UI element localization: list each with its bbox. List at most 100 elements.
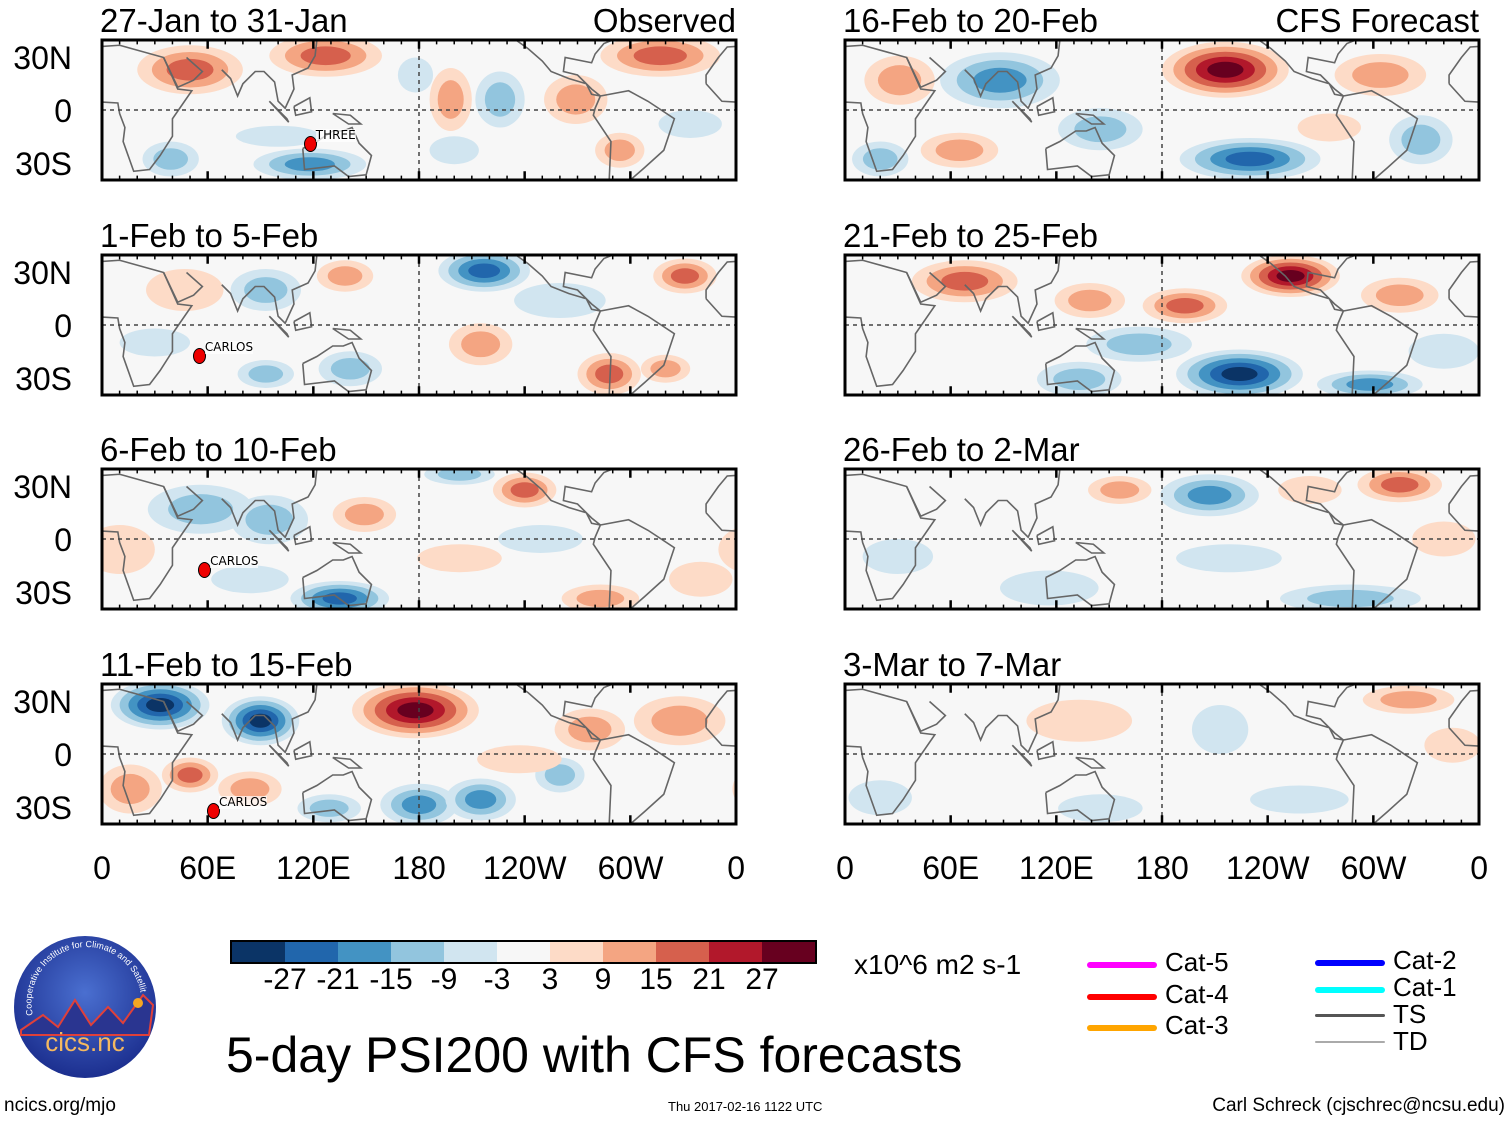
coastline bbox=[516, 255, 613, 311]
map-panel bbox=[845, 255, 1479, 395]
y-tick-label: 30S bbox=[15, 146, 72, 182]
colorbar-swatch bbox=[391, 942, 444, 962]
anomaly-contour bbox=[1375, 284, 1424, 307]
anomaly-contour bbox=[568, 716, 612, 743]
coastline bbox=[815, 689, 935, 815]
anomaly-contour bbox=[397, 57, 434, 93]
anomaly-contour bbox=[1483, 780, 1510, 815]
panel-title: 3-Mar to 7-Mar bbox=[843, 646, 1062, 683]
anomaly-contour bbox=[544, 764, 576, 786]
anomaly-contour bbox=[437, 80, 464, 119]
anomaly-contour bbox=[1352, 62, 1409, 88]
x-tick-label: 180 bbox=[392, 850, 446, 886]
storm-label: THREE bbox=[315, 128, 356, 143]
coastline bbox=[72, 45, 192, 171]
footer-left[interactable]: ncics.org/mjo bbox=[4, 1095, 116, 1116]
anomaly-contour bbox=[461, 331, 501, 358]
y-tick-label: 0 bbox=[54, 308, 72, 344]
colorbar-swatch bbox=[550, 942, 603, 962]
anomaly-contour bbox=[745, 774, 784, 804]
panel-tag: CFS Forecast bbox=[1275, 2, 1479, 39]
anomaly-contour bbox=[1100, 481, 1140, 499]
y-tick-label: 30S bbox=[15, 361, 72, 397]
storm-marker-icon bbox=[206, 803, 220, 819]
anomaly-contour bbox=[510, 482, 539, 498]
map-frame bbox=[845, 469, 1479, 609]
anomaly-contour bbox=[1106, 333, 1172, 356]
legend-line-cat-2 bbox=[1315, 960, 1385, 966]
coastline bbox=[1037, 742, 1055, 760]
coastline bbox=[815, 260, 935, 386]
y-tick-label: 0 bbox=[54, 522, 72, 558]
anomaly-contour bbox=[670, 268, 700, 284]
anomaly-contour bbox=[0, 585, 5, 613]
colorbar-swatch bbox=[232, 942, 285, 962]
anomaly-contour bbox=[735, 472, 796, 497]
anomaly-contour bbox=[1053, 368, 1106, 391]
panel-title: 11-Feb to 15-Feb bbox=[100, 646, 353, 683]
storm-label: CARLOS bbox=[204, 339, 254, 354]
legend-label: Cat-5 bbox=[1165, 947, 1229, 977]
anomaly-contour bbox=[755, 115, 818, 164]
anomaly-contour bbox=[862, 148, 898, 170]
coastline bbox=[1046, 343, 1115, 392]
x-tick-label: 180 bbox=[1135, 850, 1189, 886]
coastline bbox=[164, 702, 203, 732]
anomaly-contour bbox=[477, 745, 562, 774]
y-tick-label: 0 bbox=[54, 93, 72, 129]
coastline bbox=[1037, 98, 1055, 116]
anomaly-contour bbox=[777, 142, 833, 177]
footer-timestamp: Thu 2017-02-16 1122 UTC bbox=[668, 1099, 823, 1114]
y-tick-label: 30N bbox=[13, 684, 72, 720]
y-tick-label: 0 bbox=[54, 737, 72, 773]
coastline bbox=[333, 329, 361, 340]
anomaly-contour bbox=[651, 705, 708, 736]
colorbar-tick-label: 15 bbox=[639, 963, 673, 996]
anomaly-contour bbox=[514, 283, 606, 318]
anomaly-contour bbox=[746, 691, 802, 708]
anomaly-contour bbox=[110, 773, 150, 805]
coastline bbox=[164, 58, 203, 88]
x-tick-label: 60W bbox=[597, 850, 664, 886]
coastline bbox=[1449, 45, 1510, 171]
coastline bbox=[965, 255, 1060, 323]
anomaly-contour bbox=[845, 739, 847, 752]
anomaly-contour bbox=[669, 561, 733, 597]
map-svg bbox=[845, 469, 1479, 609]
anomaly-contour bbox=[1412, 521, 1476, 557]
coastline bbox=[965, 40, 1060, 108]
cics-logo: cics.nc Cooperative Institute for Climat… bbox=[10, 927, 157, 1079]
legend-line-cat-4 bbox=[1087, 994, 1157, 1000]
coastline bbox=[294, 527, 312, 545]
anomaly-contour bbox=[300, 46, 351, 66]
coastline bbox=[1336, 735, 1417, 824]
anomaly-contour bbox=[762, 689, 825, 721]
anomaly-contour bbox=[1278, 476, 1342, 504]
colorbar-tick-label: -3 bbox=[483, 963, 511, 996]
storm-label: CARLOS bbox=[218, 795, 268, 809]
coastline bbox=[303, 557, 372, 606]
anomaly-contour bbox=[330, 357, 370, 380]
map-panel: CARLOS bbox=[102, 684, 736, 824]
anomaly-contour bbox=[718, 528, 736, 571]
coastline bbox=[303, 772, 372, 821]
anomaly-contour bbox=[941, 271, 989, 291]
colorbar-tick-label: 3 bbox=[541, 963, 559, 996]
coastline bbox=[72, 474, 192, 600]
anomaly-contour bbox=[1297, 113, 1362, 142]
legend-label: Cat-4 bbox=[1165, 979, 1229, 1009]
anomaly-contour bbox=[230, 778, 270, 800]
anomaly-contour bbox=[1191, 705, 1249, 754]
colorbar bbox=[230, 940, 817, 964]
coastline bbox=[164, 273, 203, 303]
x-tick-label: 60E bbox=[179, 850, 237, 886]
map-svg bbox=[102, 469, 736, 609]
map-panel bbox=[845, 40, 1479, 180]
storm-marker-icon bbox=[303, 136, 317, 153]
coastline bbox=[907, 273, 946, 303]
anomaly-contour bbox=[1166, 297, 1204, 314]
panel-title: 27-Jan to 31-Jan bbox=[100, 2, 348, 39]
coastline bbox=[706, 260, 826, 386]
coastline bbox=[1076, 114, 1104, 125]
coastline bbox=[1449, 260, 1510, 386]
